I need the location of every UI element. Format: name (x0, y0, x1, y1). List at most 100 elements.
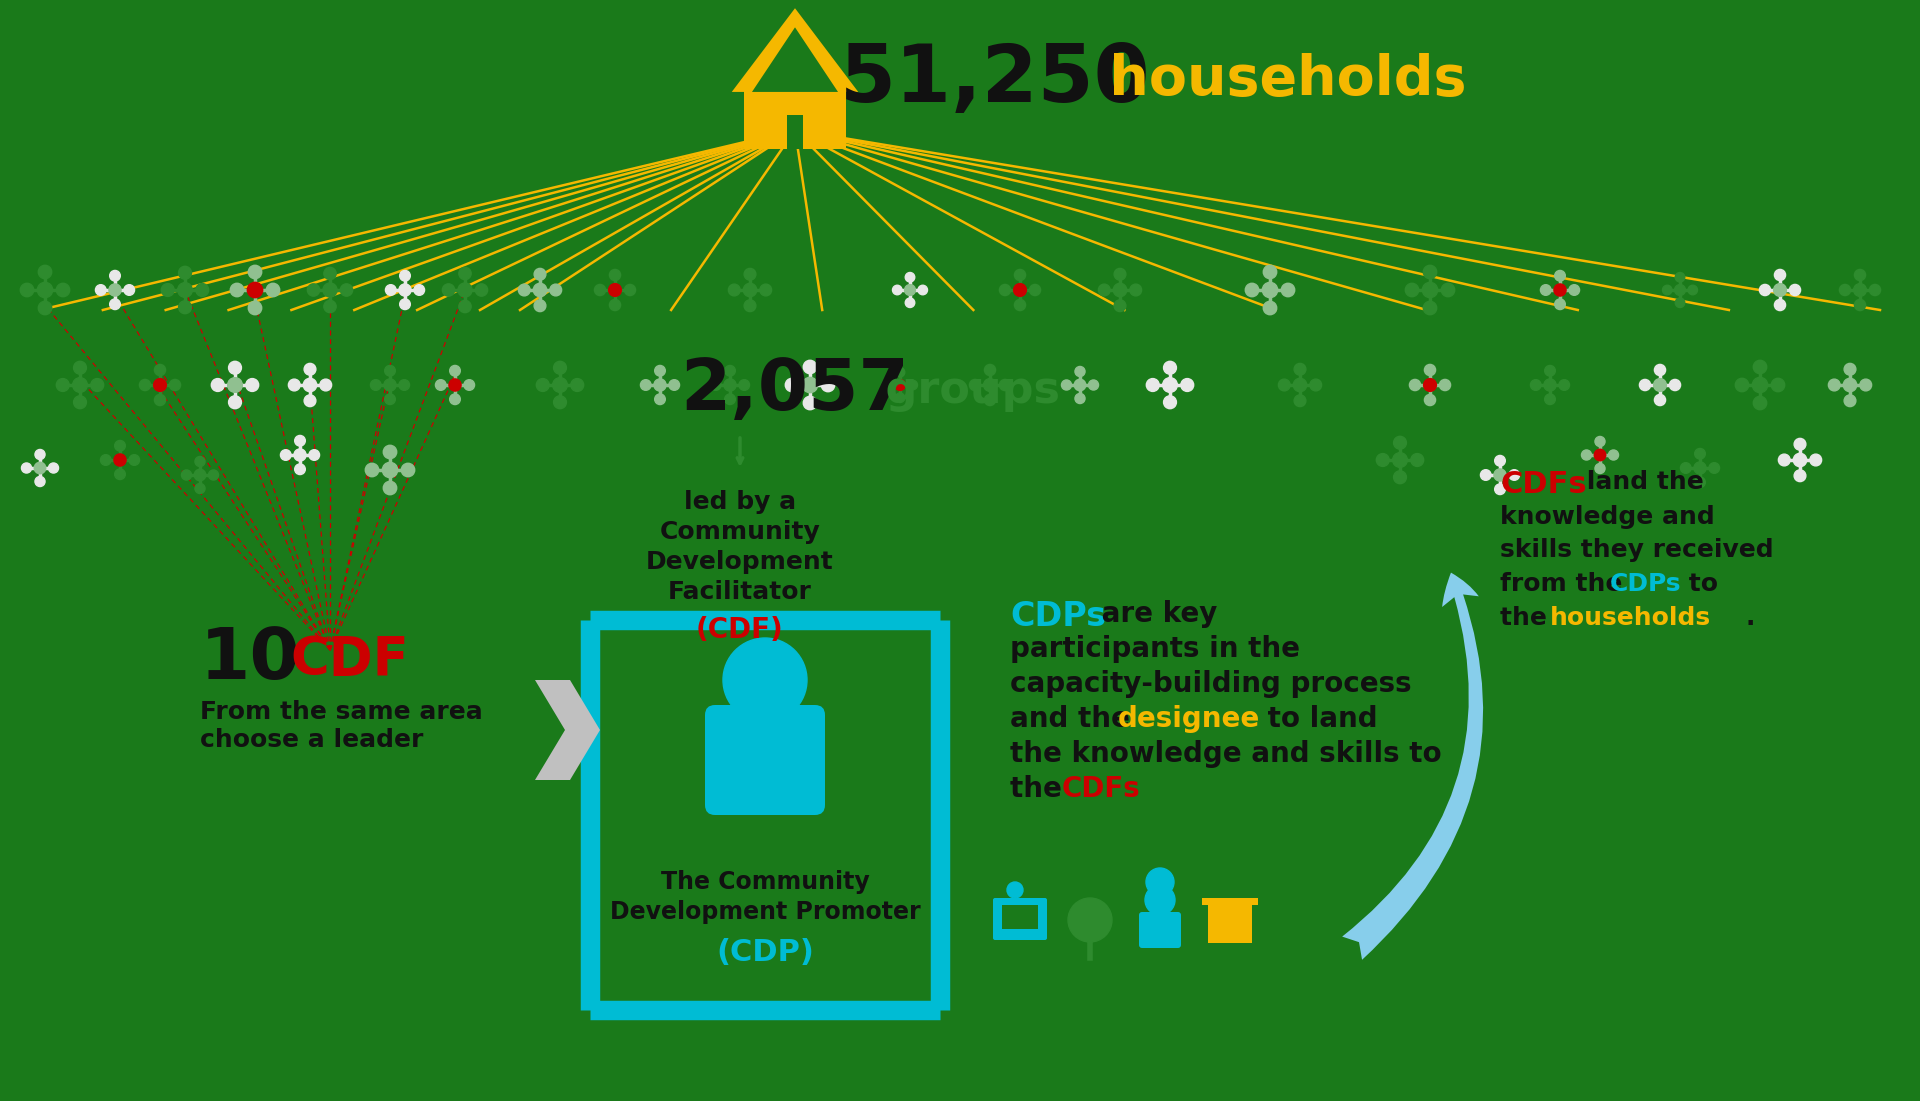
Circle shape (803, 378, 818, 392)
FancyBboxPatch shape (1002, 905, 1039, 929)
Circle shape (1165, 367, 1175, 377)
Circle shape (449, 380, 461, 391)
Circle shape (54, 285, 63, 295)
Circle shape (1642, 380, 1651, 390)
Circle shape (1296, 368, 1306, 377)
Text: (CDF): (CDF) (697, 615, 783, 644)
Circle shape (369, 379, 380, 391)
Circle shape (384, 379, 397, 392)
Circle shape (912, 379, 925, 392)
Circle shape (338, 285, 348, 295)
Circle shape (1763, 285, 1772, 295)
FancyBboxPatch shape (705, 705, 826, 815)
Circle shape (324, 298, 334, 307)
Circle shape (1494, 469, 1505, 480)
FancyBboxPatch shape (1208, 905, 1252, 942)
Circle shape (876, 379, 889, 392)
FancyArrowPatch shape (1342, 573, 1482, 960)
Circle shape (1668, 380, 1678, 390)
Circle shape (1676, 272, 1684, 282)
Text: 10: 10 (200, 625, 301, 695)
Circle shape (1855, 299, 1866, 310)
Circle shape (1574, 448, 1588, 461)
Circle shape (40, 284, 50, 295)
Circle shape (1164, 379, 1175, 391)
Circle shape (1496, 458, 1505, 467)
Circle shape (1676, 298, 1684, 307)
Circle shape (303, 378, 317, 392)
Text: Facilitator: Facilitator (668, 580, 812, 604)
Circle shape (102, 455, 111, 465)
Circle shape (21, 462, 31, 473)
Text: skills they received: skills they received (1500, 538, 1774, 562)
Circle shape (1655, 379, 1667, 391)
Circle shape (40, 272, 50, 282)
Circle shape (1845, 379, 1857, 391)
Circle shape (1152, 380, 1162, 390)
Circle shape (324, 272, 334, 282)
Circle shape (626, 283, 639, 297)
Circle shape (313, 285, 323, 295)
Circle shape (1100, 284, 1110, 295)
Circle shape (1755, 379, 1766, 391)
Circle shape (1711, 461, 1724, 475)
Circle shape (555, 394, 566, 405)
Circle shape (288, 379, 300, 391)
Circle shape (726, 393, 735, 404)
Circle shape (179, 265, 192, 279)
Circle shape (136, 379, 150, 392)
Circle shape (1559, 380, 1571, 391)
Circle shape (1265, 272, 1275, 282)
Circle shape (109, 298, 119, 307)
Circle shape (1544, 364, 1555, 375)
Text: the: the (1500, 606, 1555, 630)
Circle shape (1425, 299, 1436, 310)
Circle shape (1440, 284, 1452, 295)
Polygon shape (536, 680, 599, 780)
Text: capacity-building process: capacity-building process (1010, 671, 1411, 698)
Circle shape (194, 469, 205, 481)
Circle shape (35, 449, 44, 459)
Circle shape (98, 285, 108, 295)
Circle shape (109, 272, 119, 282)
Circle shape (384, 363, 396, 375)
FancyBboxPatch shape (993, 898, 1046, 940)
Circle shape (1114, 270, 1125, 281)
Circle shape (309, 449, 321, 460)
Circle shape (35, 462, 46, 473)
Circle shape (1655, 367, 1665, 377)
Circle shape (966, 379, 979, 392)
Circle shape (1611, 448, 1624, 461)
Circle shape (196, 457, 205, 467)
Circle shape (246, 379, 257, 391)
Circle shape (1075, 366, 1085, 377)
Circle shape (27, 285, 36, 295)
Circle shape (551, 284, 564, 296)
Text: designee: designee (1117, 705, 1260, 733)
Text: 2,057: 2,057 (680, 356, 908, 425)
Circle shape (209, 470, 219, 480)
Circle shape (787, 379, 799, 392)
Circle shape (904, 301, 916, 313)
Circle shape (1377, 454, 1390, 466)
Circle shape (294, 448, 307, 461)
Circle shape (760, 283, 776, 297)
Circle shape (553, 379, 566, 391)
Circle shape (1031, 283, 1044, 297)
Circle shape (1674, 284, 1686, 295)
Circle shape (1507, 470, 1517, 480)
Circle shape (1870, 284, 1880, 295)
Circle shape (1114, 284, 1127, 296)
Circle shape (609, 265, 622, 279)
Circle shape (1845, 367, 1855, 377)
Circle shape (712, 380, 722, 390)
Text: households: households (1091, 53, 1467, 107)
Circle shape (983, 360, 996, 373)
Circle shape (115, 455, 125, 466)
Circle shape (463, 380, 472, 390)
Circle shape (171, 379, 184, 392)
Circle shape (1073, 379, 1087, 391)
Circle shape (228, 395, 242, 407)
Circle shape (213, 379, 225, 391)
Circle shape (724, 637, 806, 722)
